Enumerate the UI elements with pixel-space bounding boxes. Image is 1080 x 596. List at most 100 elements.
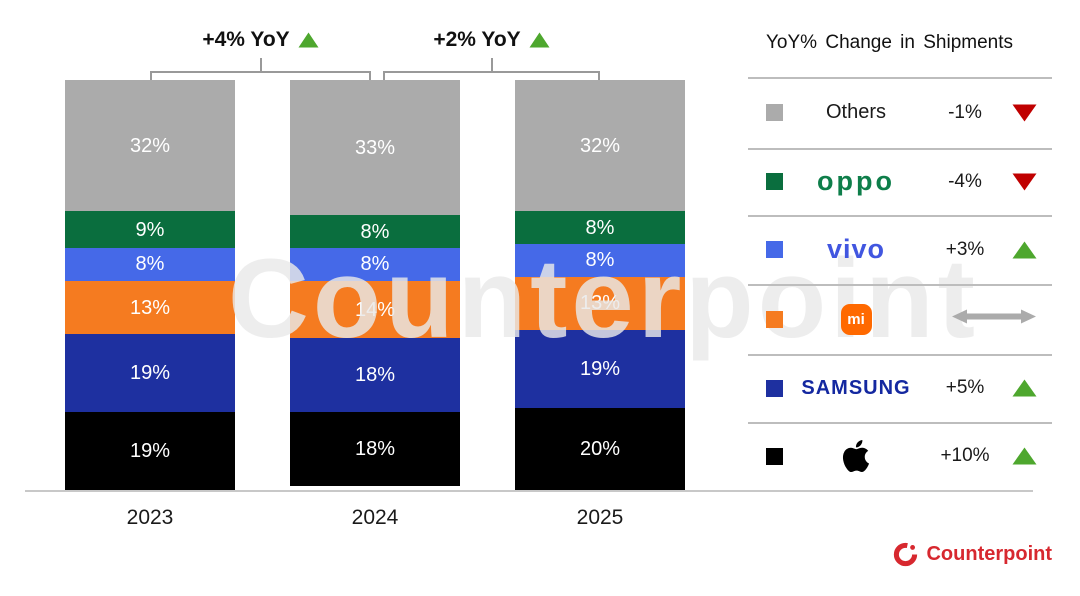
- bracket-mid-tick: [259, 58, 262, 71]
- yoy-change-value: +5%: [945, 377, 985, 398]
- bracket-mid-tick: [490, 58, 493, 71]
- bracket-end-tick: [150, 71, 152, 80]
- bar-segment-oppo: 8%: [515, 211, 685, 244]
- segment-value-label: 8%: [585, 249, 615, 272]
- legend-swatch-vivo: [766, 241, 783, 258]
- vivo-wordmark: vivo: [826, 234, 886, 264]
- growth-label: +4% YoY: [202, 28, 290, 51]
- legend-divider: [748, 284, 1052, 286]
- legend-title: YoY% Change in Shipments: [766, 32, 1014, 53]
- bracket-end-tick: [598, 71, 600, 80]
- legend-divider: [748, 354, 1052, 356]
- bar-column: 32% 8% 8% 13% 19% 20%: [515, 80, 685, 490]
- up-triangle-icon: [1012, 379, 1037, 397]
- legend-row-apple: +10%: [748, 422, 1052, 490]
- samsung-wordmark: SAMSUNG: [801, 376, 911, 399]
- down-triangle-icon: [1012, 104, 1037, 121]
- yoy-change-value: -1%: [948, 101, 982, 123]
- segment-value-label: 13%: [579, 292, 621, 315]
- x-axis-label: 2023: [126, 506, 174, 529]
- legend-row-others: Others -1%: [748, 77, 1052, 148]
- bar-segment-samsung: 19%: [515, 330, 685, 408]
- legend-swatch-xiaomi: [766, 310, 783, 328]
- segment-value-label: 33%: [354, 136, 396, 159]
- x-axis-line: [25, 490, 1033, 492]
- bar-segment-samsung: 19%: [65, 334, 235, 413]
- bar-segment-oppo: 9%: [65, 211, 235, 249]
- bracket-end-tick: [369, 71, 371, 80]
- segment-value-label: 8%: [360, 220, 390, 243]
- up-triangle-icon: [529, 32, 550, 48]
- legend-divider: [748, 148, 1052, 150]
- bar-segment-vivo: 8%: [290, 248, 460, 281]
- bar-segment-oppo: 8%: [290, 215, 460, 249]
- bar-segment-others: 32%: [65, 80, 235, 212]
- bar-segment-apple: 19%: [65, 412, 235, 490]
- down-triangle-icon: [1012, 173, 1037, 190]
- legend-swatch-oppo: [766, 173, 783, 190]
- bar-segment-others: 32%: [515, 80, 685, 212]
- legend-row-vivo: vivo +3%: [748, 215, 1052, 284]
- legend-divider: [748, 77, 1052, 79]
- legend-swatch-samsung: [766, 379, 783, 397]
- bar-segment-others: 33%: [290, 80, 460, 216]
- bar-segment-apple: 20%: [515, 407, 685, 490]
- segment-value-label: 8%: [585, 216, 615, 239]
- bar-segment-xiaomi: 14%: [290, 280, 460, 339]
- bar-segment-xiaomi: 13%: [65, 280, 235, 335]
- growth-bracket-2024-2025: +2% YoY: [383, 28, 600, 80]
- mi-logo-text: mi: [847, 310, 865, 328]
- legend-swatch-apple: [766, 447, 783, 465]
- segment-value-label: 19%: [129, 362, 171, 385]
- counterpoint-c-icon: [894, 542, 918, 567]
- counterpoint-logo: Counterpoint: [892, 541, 1052, 568]
- bar-segment-xiaomi: 13%: [515, 276, 685, 331]
- segment-value-label: 19%: [579, 358, 621, 381]
- bracket-end-tick: [383, 71, 385, 80]
- yoy-change-value: -4%: [948, 170, 982, 192]
- segment-value-label: 32%: [129, 134, 171, 157]
- growth-bracket-2023-2024: +4% YoY: [150, 28, 371, 80]
- oppo-wordmark: oppo: [817, 166, 895, 196]
- others-label: Others: [825, 101, 887, 123]
- segment-value-label: 20%: [579, 437, 621, 460]
- growth-label: +2% YoY: [433, 28, 521, 51]
- legend-row-samsung: SAMSUNG +5%: [748, 354, 1052, 422]
- up-triangle-icon: [1012, 241, 1037, 258]
- x-axis-label: 2025: [576, 506, 624, 529]
- apple-icon: [842, 440, 870, 473]
- yoy-change-value: +3%: [945, 238, 985, 260]
- segment-value-label: 8%: [360, 253, 390, 276]
- growth-annotation: +4% YoY: [90, 28, 431, 52]
- segment-value-label: 19%: [129, 440, 171, 462]
- growth-annotation: +2% YoY: [323, 28, 660, 52]
- segment-value-label: 18%: [354, 437, 396, 460]
- legend-row-xiaomi: mi: [748, 284, 1052, 354]
- bar-segment-apple: 18%: [290, 412, 460, 486]
- up-triangle-icon: [298, 32, 319, 48]
- yoy-change-value: +10%: [940, 445, 990, 466]
- counterpoint-wordmark: Counterpoint: [926, 543, 1052, 565]
- legend-panel: YoY% Change in Shipments Others -1% oppo…: [748, 30, 1052, 490]
- segment-value-label: 32%: [579, 134, 621, 157]
- segment-value-label: 13%: [129, 296, 171, 319]
- bar-segment-vivo: 8%: [515, 243, 685, 277]
- bar-segment-samsung: 18%: [290, 338, 460, 413]
- legend-swatch-others: [766, 104, 783, 121]
- bracket-line: [383, 71, 600, 73]
- bar-column: 33% 8% 8% 14% 18% 18%: [290, 80, 460, 486]
- segment-value-label: 18%: [354, 364, 396, 387]
- segment-value-label: 9%: [135, 218, 165, 241]
- legend-divider: [748, 422, 1052, 424]
- up-triangle-icon: [1012, 447, 1037, 465]
- legend-row-oppo: oppo -4%: [748, 148, 1052, 215]
- xiaomi-mi-logo: mi: [840, 303, 872, 335]
- flat-arrow-icon: [952, 309, 1036, 324]
- bar-segment-vivo: 8%: [65, 248, 235, 281]
- segment-value-label: 14%: [354, 298, 396, 321]
- bracket-line: [150, 71, 371, 73]
- x-axis-label: 2024: [351, 506, 399, 529]
- segment-value-label: 8%: [135, 253, 165, 276]
- legend-divider: [748, 215, 1052, 217]
